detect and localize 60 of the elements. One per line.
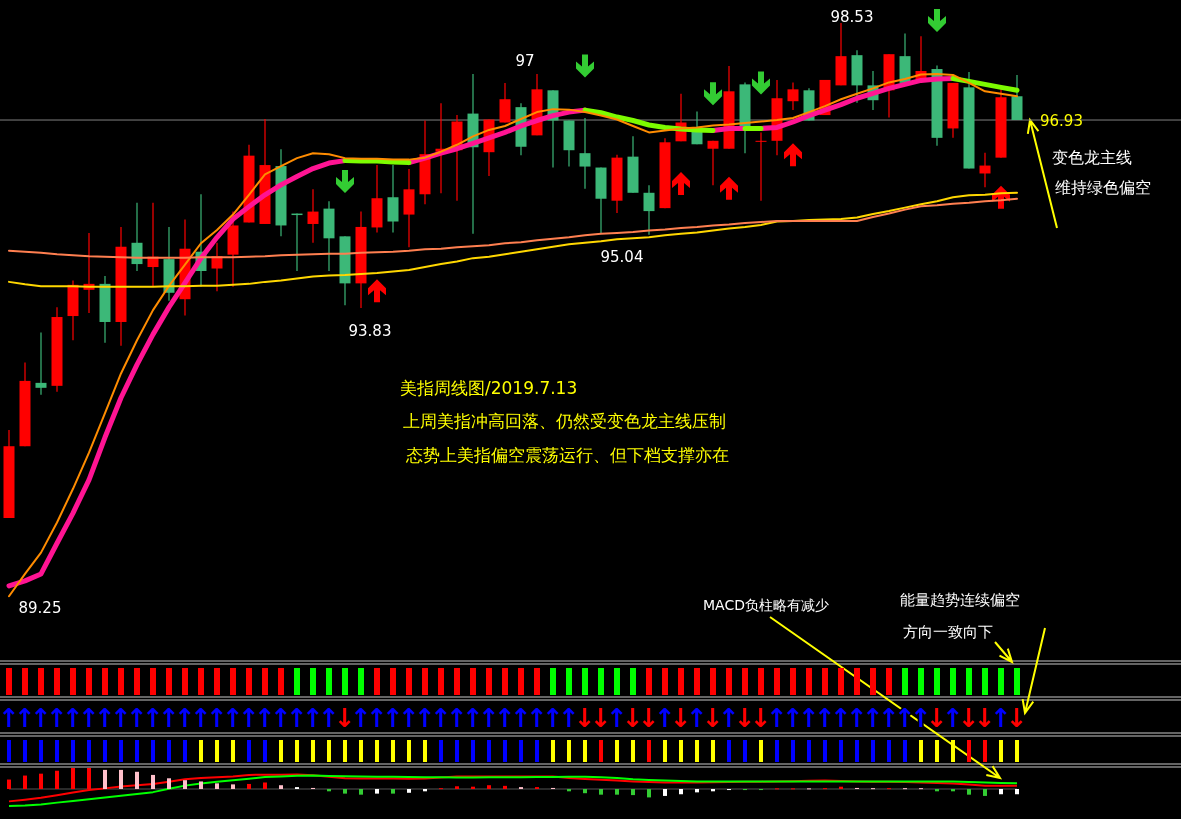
bar [215, 783, 219, 789]
bar [167, 778, 171, 789]
text: MACD负柱略有减少 [703, 597, 829, 613]
annotation: 95.04 [600, 248, 644, 266]
annotation: 93.83 [348, 322, 392, 340]
annotation: 98.53 [830, 8, 874, 26]
annotation: 97 [515, 52, 535, 70]
bar [599, 789, 603, 795]
bar [983, 789, 987, 796]
bar [583, 789, 587, 794]
candlestick [643, 184, 655, 236]
bar [999, 789, 1003, 795]
bar [391, 789, 395, 794]
bar [39, 773, 43, 789]
text: 维持绿色偏空 [1055, 178, 1151, 197]
bar [7, 779, 11, 789]
bar [615, 789, 619, 795]
bar [631, 789, 635, 796]
bar [231, 784, 235, 789]
bar [151, 774, 155, 789]
bar [135, 771, 139, 789]
annotation: 美指周线图/2019.7.13 [400, 378, 578, 398]
bar [359, 789, 363, 795]
text: 96.93 [1040, 112, 1083, 130]
bar [407, 789, 411, 793]
bar [679, 789, 683, 795]
bar [119, 769, 123, 789]
text: 能量趋势连续偏空 [900, 591, 1020, 609]
annotation: 态势上美指偏空震荡运行、但下档支撑亦在 [405, 445, 729, 465]
text: 变色龙主线 [1052, 148, 1132, 167]
annotation: 上周美指冲高回落、仍然受变色龙主线压制 [403, 411, 726, 431]
bar [247, 783, 251, 789]
candlestick [755, 131, 767, 202]
bar [663, 789, 667, 796]
candlestick [499, 82, 511, 124]
text: 89.25 [18, 599, 62, 617]
bar [71, 768, 75, 789]
bar [1015, 789, 1019, 795]
bar [199, 781, 203, 789]
candlestick [707, 140, 719, 186]
bar [455, 786, 459, 789]
bar [503, 785, 507, 789]
bar [343, 789, 347, 794]
bar [647, 789, 651, 798]
bar [23, 775, 27, 789]
bar [375, 789, 379, 794]
candlestick [35, 331, 47, 396]
bar [967, 789, 971, 795]
candlestick [1011, 74, 1023, 121]
bar [103, 769, 107, 789]
bar [55, 770, 59, 789]
bar [183, 780, 187, 789]
bar [695, 789, 699, 793]
bar [487, 785, 491, 789]
bar [263, 782, 267, 789]
candlestick [579, 117, 591, 190]
candlestick [307, 188, 319, 244]
text: 方向一致向下 [903, 623, 993, 641]
candlestick [787, 81, 799, 111]
bar [279, 785, 283, 789]
